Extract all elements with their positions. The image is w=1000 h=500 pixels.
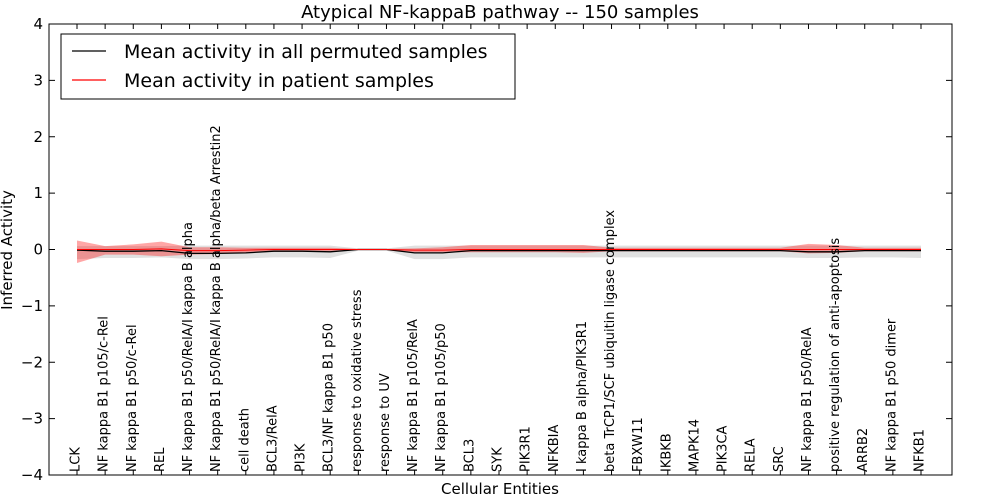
x-category-label: LCK (69, 447, 84, 472)
legend-box (60, 33, 516, 100)
x-category-label: ARRB2 (856, 428, 871, 472)
line-series-1 (77, 248, 921, 252)
x-category-label: SYK (491, 447, 506, 472)
y-axis-label: Inferred Activity (0, 190, 16, 310)
x-category-label: IKBKB (659, 433, 674, 472)
confidence-bands (77, 240, 921, 263)
x-category-label: NF kappa B1 p105/c-Rel (97, 316, 112, 472)
x-category-label: response to UV (378, 373, 393, 472)
x-axis-category-labels: LCK NF kappa B1 p105/c-Rel NF kappa B1 p50… (69, 24, 928, 475)
series-lines (76, 248, 921, 255)
band-series-1 (77, 240, 921, 263)
x-category-label: BCL3/RelA (265, 405, 280, 472)
x-category-label: RELA (744, 438, 759, 472)
x-category-label: SRC (772, 446, 787, 472)
x-category-label: NFKBIA (547, 425, 562, 472)
x-category-label: PI3K (294, 443, 309, 472)
x-category-label: NF kappa B1 p50/RelA/I kappa B alpha/bet… (209, 125, 224, 472)
legend-label-permuted: Mean activity in all permuted samples (124, 41, 487, 63)
y-tick-label: 0 (33, 241, 43, 259)
legend-label-patient: Mean activity in patient samples (124, 70, 434, 92)
x-category-label: FBXW11 (631, 417, 646, 472)
y-tick-label: 3 (33, 71, 43, 89)
x-category-label: NF kappa B1 p50/RelA (800, 327, 815, 472)
y-tick-label: 2 (33, 128, 43, 146)
line-series-0 (76, 248, 921, 255)
y-tick-label: 1 (33, 184, 43, 202)
x-category-label: beta TrCP1/SCF ubiquitin ligase complex (603, 210, 618, 472)
x-category-label: NF kappa B1 p50/RelA/I kappa B alpha (181, 222, 196, 472)
y-tick-label: −4 (21, 466, 43, 484)
y-tick-label: −3 (21, 410, 43, 428)
x-category-label: BCL3 (462, 439, 477, 472)
x-category-label: NF kappa B1 p50 dimer (884, 318, 899, 472)
x-category-label: NF kappa B1 p105/RelA (406, 319, 421, 472)
x-category-label: REL (153, 447, 168, 472)
x-category-label: PIK3R1 (519, 426, 534, 472)
x-category-label: NF kappa B1 p50/c-Rel (125, 324, 140, 472)
legend: Mean activity in all permuted samples Me… (60, 33, 516, 100)
x-category-label: NF kappa B1 p105/p50 (434, 323, 449, 472)
x-axis-label: Cellular Entities (441, 480, 559, 498)
x-category-label: cell death (237, 408, 252, 472)
x-category-label: response to oxidative stress (350, 289, 365, 472)
y-tick-label: −1 (21, 297, 43, 315)
band-series-0 (77, 245, 921, 260)
x-category-label: BCL3/NF kappa B1 p50 (322, 323, 337, 472)
x-category-label: positive regulation of anti-apoptosis (828, 238, 843, 472)
x-category-label: MAPK14 (687, 419, 702, 472)
y-tick-label: −2 (21, 353, 43, 371)
chart-title: Atypical NF-kappaB pathway -- 150 sample… (301, 2, 699, 23)
x-category-label: I kappa B alpha/PIK3R1 (575, 321, 590, 472)
x-category-label: PIK3CA (716, 425, 731, 472)
y-tick-label: 4 (33, 15, 43, 33)
y-axis: −4 −3 −2 −1 0 1 2 3 4 (21, 15, 952, 484)
x-category-label: NFKB1 (913, 429, 928, 472)
